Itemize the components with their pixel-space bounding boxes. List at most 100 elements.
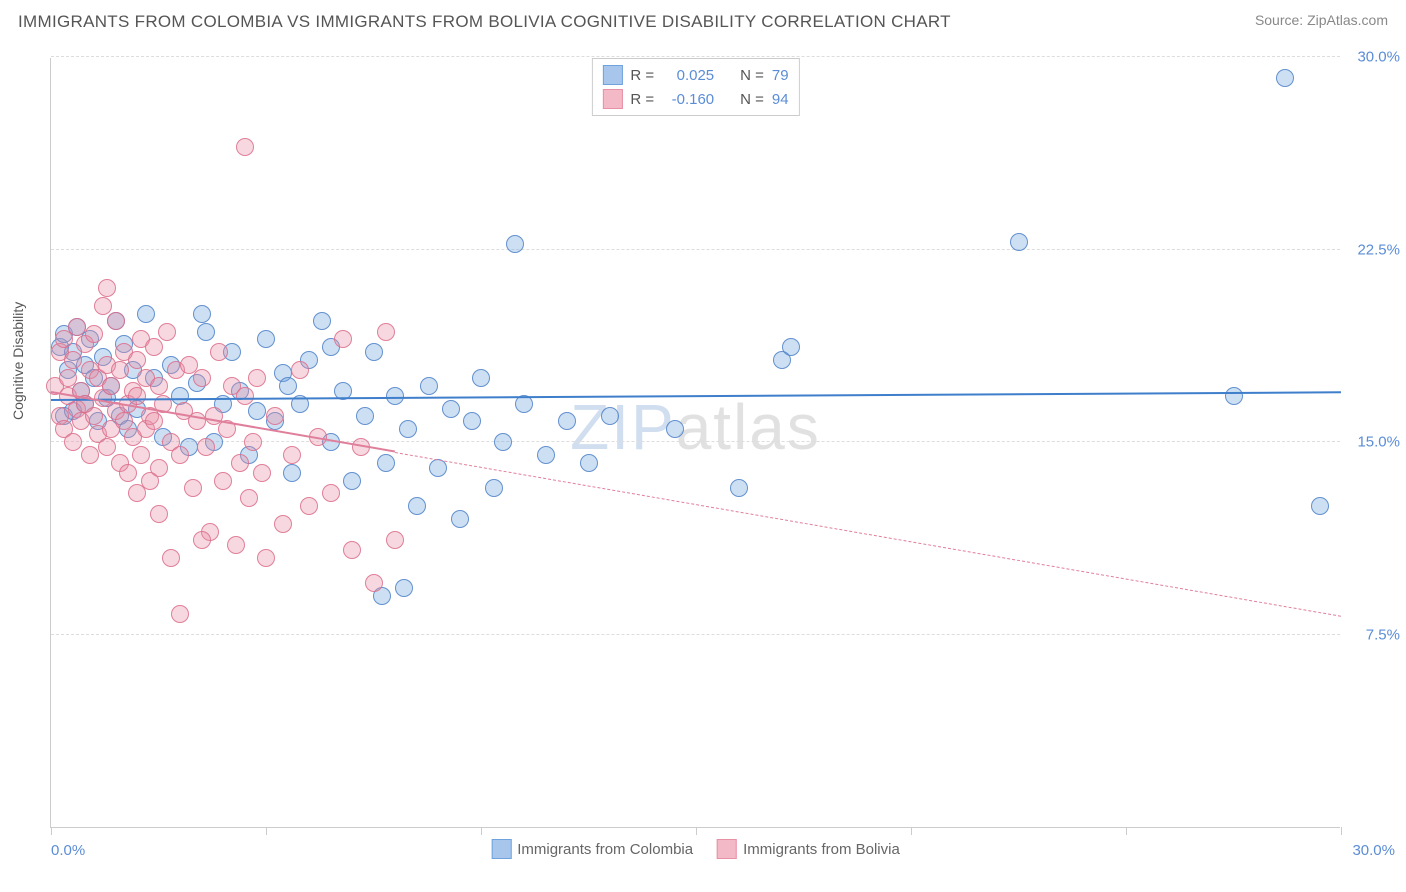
x-tick — [911, 827, 912, 835]
data-point-colombia — [537, 446, 555, 464]
watermark: ZIPatlas — [570, 390, 821, 464]
data-point-bolivia — [68, 318, 86, 336]
series-legend: Immigrants from Colombia Immigrants from … — [491, 839, 900, 859]
data-point-bolivia — [274, 515, 292, 533]
data-point-bolivia — [322, 484, 340, 502]
data-point-bolivia — [283, 446, 301, 464]
watermark-part2: atlas — [676, 391, 821, 463]
data-point-colombia — [248, 402, 266, 420]
data-point-bolivia — [377, 323, 395, 341]
y-tick-label: 7.5% — [1366, 626, 1400, 643]
data-point-bolivia — [119, 464, 137, 482]
n-label: N = — [740, 67, 764, 84]
data-point-bolivia — [231, 454, 249, 472]
gridline — [51, 56, 1340, 57]
data-point-colombia — [1276, 69, 1294, 87]
x-min-label: 0.0% — [51, 842, 85, 859]
series-legend-label: Immigrants from Bolivia — [743, 841, 900, 858]
x-max-label: 30.0% — [1352, 842, 1395, 859]
data-point-colombia — [377, 454, 395, 472]
data-point-colombia — [1311, 497, 1329, 515]
data-point-colombia — [408, 497, 426, 515]
data-point-bolivia — [94, 297, 112, 315]
data-point-bolivia — [102, 377, 120, 395]
data-point-bolivia — [150, 505, 168, 523]
data-point-bolivia — [236, 387, 254, 405]
legend-swatch — [717, 839, 737, 859]
data-point-bolivia — [171, 446, 189, 464]
data-point-colombia — [399, 420, 417, 438]
data-point-colombia — [494, 433, 512, 451]
data-point-colombia — [730, 479, 748, 497]
watermark-part1: ZIP — [570, 391, 676, 463]
data-point-colombia — [193, 305, 211, 323]
r-label: R = — [630, 91, 654, 108]
data-point-bolivia — [150, 377, 168, 395]
data-point-colombia — [1010, 233, 1028, 251]
x-tick — [1126, 827, 1127, 835]
data-point-bolivia — [184, 479, 202, 497]
data-point-bolivia — [98, 438, 116, 456]
x-tick — [51, 827, 52, 835]
n-value: 94 — [772, 91, 789, 108]
data-point-colombia — [137, 305, 155, 323]
n-label: N = — [740, 91, 764, 108]
data-point-colombia — [442, 400, 460, 418]
data-point-bolivia — [236, 138, 254, 156]
data-point-colombia — [343, 472, 361, 490]
data-point-bolivia — [193, 531, 211, 549]
data-point-colombia — [420, 377, 438, 395]
legend-swatch — [602, 65, 622, 85]
data-point-bolivia — [64, 351, 82, 369]
data-point-bolivia — [210, 343, 228, 361]
series-legend-label: Immigrants from Colombia — [517, 841, 693, 858]
y-axis-label: Cognitive Disability — [10, 302, 26, 420]
stats-legend-row: R = -0.160 N = 94 — [602, 87, 788, 111]
data-point-bolivia — [300, 497, 318, 515]
data-point-bolivia — [158, 323, 176, 341]
data-point-bolivia — [227, 536, 245, 554]
data-point-bolivia — [64, 433, 82, 451]
data-point-colombia — [601, 407, 619, 425]
x-tick — [696, 827, 697, 835]
data-point-bolivia — [128, 351, 146, 369]
data-point-bolivia — [266, 407, 284, 425]
x-tick — [266, 827, 267, 835]
series-legend-item: Immigrants from Bolivia — [717, 839, 900, 859]
data-point-bolivia — [244, 433, 262, 451]
stats-legend-row: R = 0.025 N = 79 — [602, 63, 788, 87]
data-point-colombia — [386, 387, 404, 405]
data-point-bolivia — [85, 407, 103, 425]
data-point-bolivia — [107, 312, 125, 330]
legend-swatch — [491, 839, 511, 859]
data-point-colombia — [463, 412, 481, 430]
data-point-bolivia — [128, 387, 146, 405]
data-point-bolivia — [111, 361, 129, 379]
data-point-bolivia — [132, 446, 150, 464]
data-point-colombia — [257, 330, 275, 348]
data-point-colombia — [506, 235, 524, 253]
data-point-bolivia — [257, 549, 275, 567]
x-tick — [481, 827, 482, 835]
data-point-bolivia — [81, 446, 99, 464]
data-point-bolivia — [214, 472, 232, 490]
data-point-bolivia — [291, 361, 309, 379]
data-point-bolivia — [334, 330, 352, 348]
data-point-colombia — [279, 377, 297, 395]
scatter-chart: ZIPatlas R =0.025N =79R =-0.160N =94 Imm… — [50, 58, 1340, 828]
data-point-colombia — [782, 338, 800, 356]
r-value: 0.025 — [662, 67, 714, 84]
data-point-colombia — [356, 407, 374, 425]
data-point-colombia — [365, 343, 383, 361]
n-value: 79 — [772, 67, 789, 84]
y-tick-label: 30.0% — [1357, 49, 1400, 66]
source-label: Source: ZipAtlas.com — [1255, 12, 1388, 28]
trend-line — [395, 452, 1341, 617]
data-point-colombia — [197, 323, 215, 341]
r-label: R = — [630, 67, 654, 84]
data-point-bolivia — [253, 464, 271, 482]
data-point-bolivia — [248, 369, 266, 387]
series-legend-item: Immigrants from Colombia — [491, 839, 693, 859]
data-point-bolivia — [240, 489, 258, 507]
r-value: -0.160 — [662, 91, 714, 108]
